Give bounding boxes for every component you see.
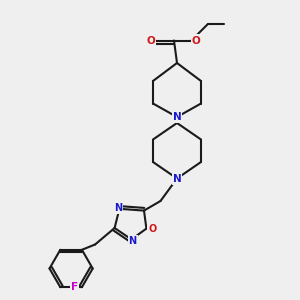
Text: O: O	[148, 224, 157, 234]
Text: N: N	[172, 112, 182, 122]
Text: O: O	[192, 35, 201, 46]
Text: N: N	[114, 202, 122, 213]
Text: N: N	[128, 236, 137, 246]
Text: O: O	[146, 35, 155, 46]
Text: N: N	[172, 173, 182, 184]
Text: F: F	[71, 282, 78, 292]
